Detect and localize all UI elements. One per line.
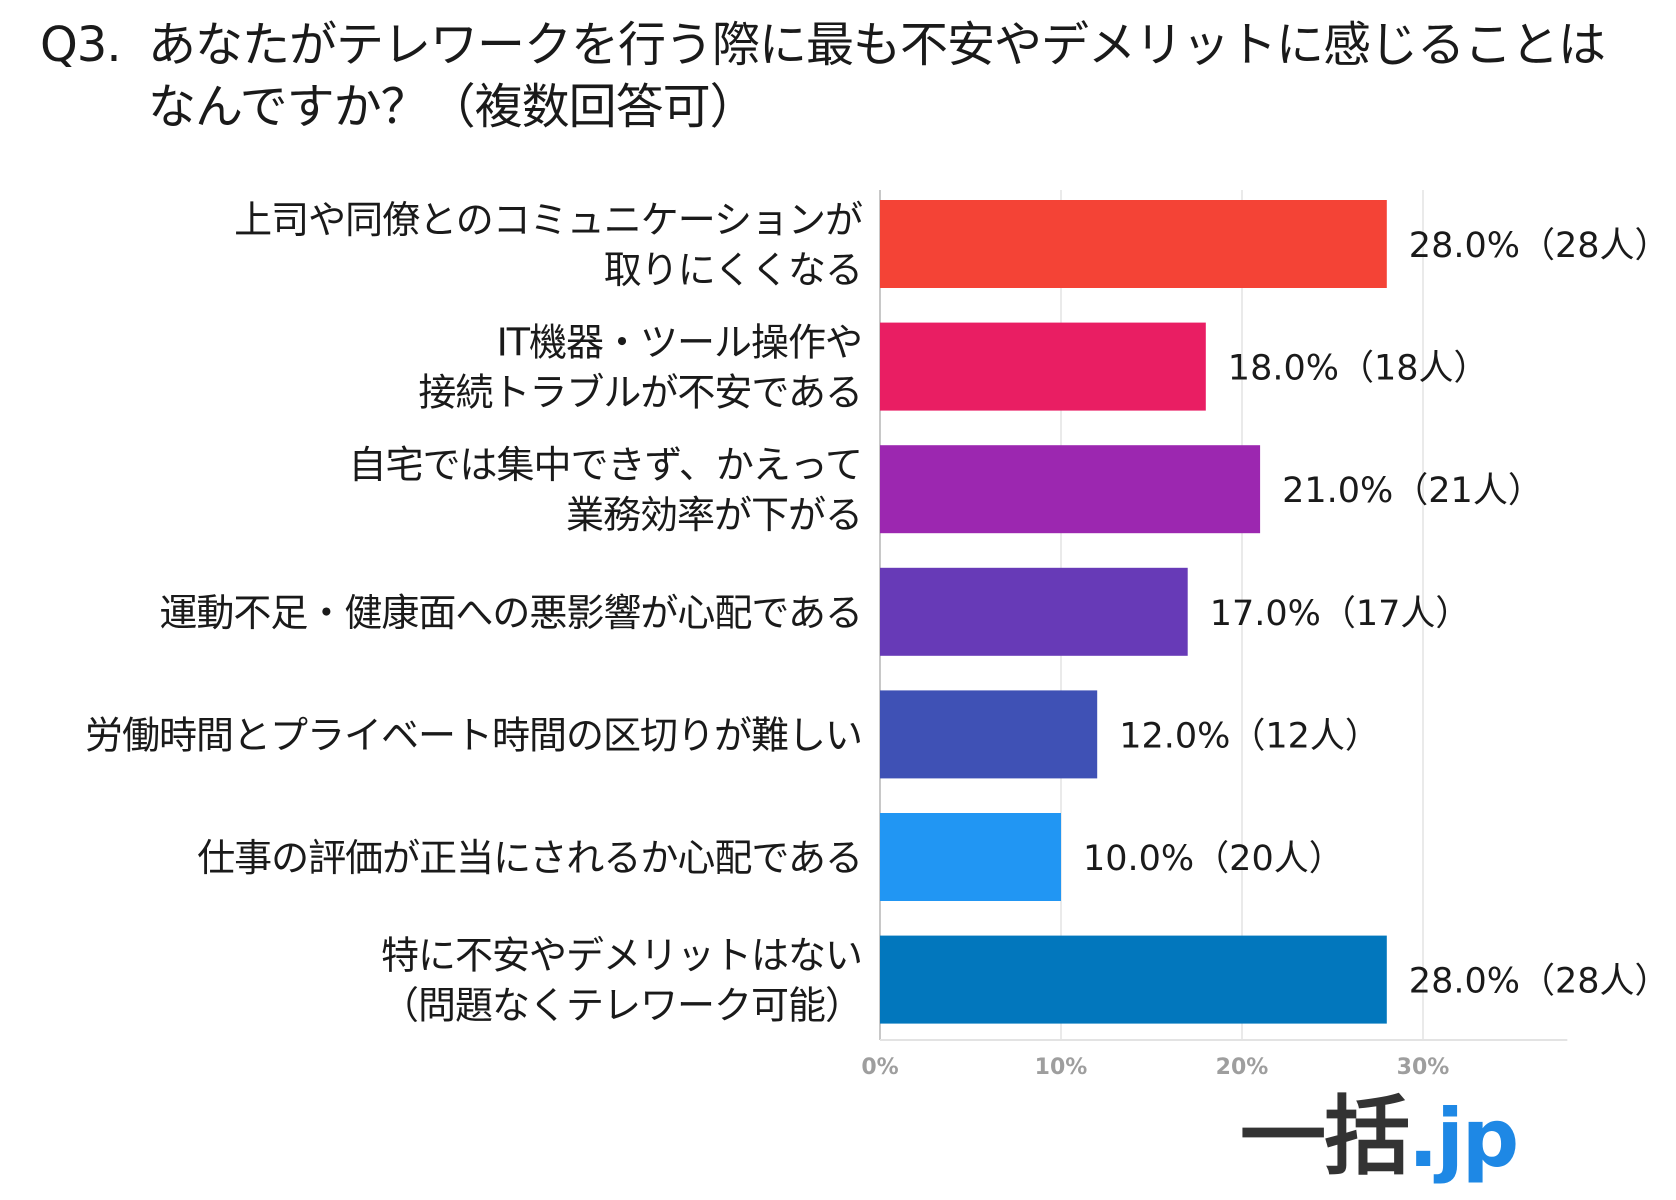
category-label: 仕事の評価が正当にされるか心配である bbox=[197, 836, 862, 880]
category-label: 運動不足・健康面への悪影響が心配である bbox=[159, 591, 862, 635]
bar bbox=[880, 445, 1261, 534]
category-label: 労働時間とプライベート時間の区切りが難しい bbox=[85, 713, 862, 757]
data-label: 17.0%（17人） bbox=[1210, 594, 1471, 634]
logo-domain: .jp bbox=[1408, 1092, 1519, 1185]
category-label: 自宅では集中できず、かえって bbox=[349, 443, 862, 487]
category-label: IT機器・ツール操作や bbox=[497, 321, 862, 365]
data-label: 12.0%（12人） bbox=[1119, 716, 1380, 756]
data-label: 28.0%（28人） bbox=[1409, 962, 1670, 1002]
category-label: 特に不安やデメリットはない bbox=[381, 934, 862, 978]
data-label: 10.0%（20人） bbox=[1083, 839, 1344, 879]
category-label: 上司や同僚とのコミュニケーションが bbox=[234, 198, 862, 242]
title-line-1: あなたがテレワークを行う際に最も不安やデメリットに感じることは bbox=[148, 17, 1606, 73]
chart-title: Q3. あなたがテレワークを行う際に最も不安やデメリットに感じることは なんですか… bbox=[40, 14, 1660, 138]
category-label: 接続トラブルが不安である bbox=[418, 371, 862, 415]
x-tick-label: 0% bbox=[861, 1055, 898, 1080]
title-line-2: なんですか？（複数回答可） bbox=[148, 79, 758, 135]
data-label: 21.0%（21人） bbox=[1282, 471, 1543, 511]
bar bbox=[880, 690, 1098, 779]
category-label: 取りにくくなる bbox=[604, 248, 862, 292]
data-label: 28.0%（28人） bbox=[1409, 226, 1670, 266]
bar-chart: 0% 10% 20% 30% 28.0%（28人） 上司や同僚とのコミュニケーションが取り… bbox=[85, 190, 1670, 1080]
site-logo: 一括.jp bbox=[1240, 1092, 1519, 1185]
bar bbox=[880, 322, 1206, 411]
bar bbox=[880, 935, 1387, 1024]
category-label: 業務効率が下がる bbox=[566, 493, 862, 537]
question-number: Q3. bbox=[40, 17, 122, 73]
bar bbox=[880, 200, 1387, 288]
x-tick-label: 20% bbox=[1216, 1055, 1269, 1080]
bar bbox=[880, 813, 1061, 901]
x-tick-label: 10% bbox=[1035, 1055, 1088, 1080]
category-label: （問題なくテレワーク可能） bbox=[381, 984, 862, 1028]
logo-text: 一括 bbox=[1240, 1087, 1410, 1187]
x-tick-label: 30% bbox=[1397, 1055, 1450, 1080]
bar bbox=[880, 567, 1188, 656]
data-label: 18.0%（18人） bbox=[1228, 349, 1489, 389]
